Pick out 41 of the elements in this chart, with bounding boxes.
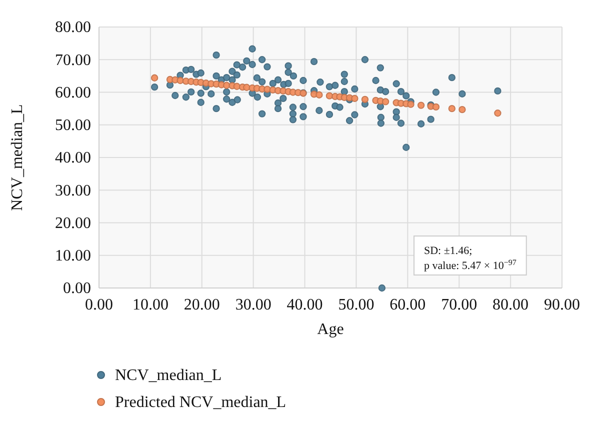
x-tick-label: 0.00 xyxy=(85,296,113,314)
point xyxy=(382,98,390,106)
point xyxy=(243,84,250,91)
point xyxy=(432,103,440,111)
x-tick-label: 80.00 xyxy=(492,296,529,314)
x-tick-label: 20.00 xyxy=(184,296,220,314)
y-tick-label: 60.00 xyxy=(55,84,91,102)
y-tick-label: 10.00 xyxy=(55,247,91,264)
point xyxy=(494,110,502,117)
point xyxy=(407,100,414,108)
x-tick-label: 40.00 xyxy=(286,296,323,314)
y-tick-label: 70.00 xyxy=(55,52,91,69)
x-tick-label: 90.00 xyxy=(544,296,580,314)
y-tick-label: 50.00 xyxy=(55,116,91,134)
point xyxy=(417,102,425,109)
point xyxy=(448,104,456,112)
x-axis-title: Age xyxy=(317,321,344,338)
y-tick-label: 40.00 xyxy=(55,150,91,167)
point xyxy=(361,96,369,104)
legend-label: Predicted NCV_median_L xyxy=(115,394,286,411)
x-tick-label: 50.00 xyxy=(338,296,374,314)
x-tick-label: 60.00 xyxy=(390,296,426,314)
y-tick-label: 30.00 xyxy=(55,182,91,200)
y-axis-title: NCV_median_L xyxy=(9,104,26,211)
y-tick-label: 20.00 xyxy=(55,214,91,232)
annotation: p value: 5.47 × 10$^{−97}$ xyxy=(424,258,516,272)
point xyxy=(351,94,358,102)
x-tick-label: 30.00 xyxy=(235,296,272,314)
y-tick-label: 80.00 xyxy=(55,19,91,36)
x-tick-label: 10.00 xyxy=(132,296,168,314)
x-tick-label: 70.00 xyxy=(441,296,478,314)
point xyxy=(326,92,334,100)
point xyxy=(316,91,323,98)
point xyxy=(264,86,271,93)
point xyxy=(176,76,184,84)
y-tick-label: 0.00 xyxy=(63,280,91,298)
point xyxy=(458,106,466,114)
point xyxy=(222,82,230,89)
legend-label: NCV_median_L xyxy=(115,367,222,384)
point xyxy=(150,74,158,82)
annotation: SD: ±1.46; xyxy=(424,245,472,257)
